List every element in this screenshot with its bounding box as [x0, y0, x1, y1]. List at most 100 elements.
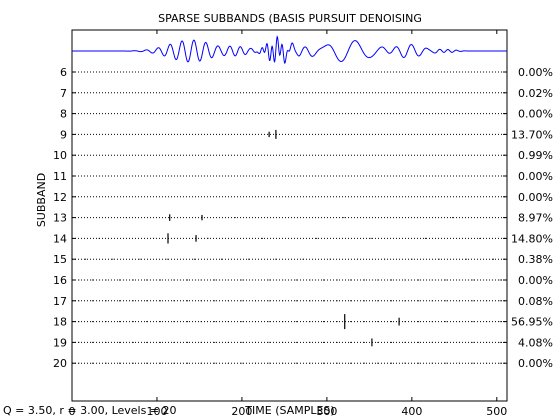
coefficient-dot [187, 300, 189, 302]
subband-tick-label: 8 [60, 108, 67, 121]
coefficient-dot [214, 341, 216, 343]
coefficient-marks [167, 129, 400, 347]
coefficient-dot [486, 300, 488, 302]
coefficient-dot [132, 341, 134, 343]
coefficient-dot [499, 300, 501, 302]
coefficient-dot [105, 279, 107, 281]
coefficient-dot [255, 321, 257, 323]
coefficient-dot [424, 237, 426, 239]
coefficient-dot [309, 362, 311, 364]
coefficient-dot [377, 362, 379, 364]
coefficient-dot [78, 362, 80, 364]
coefficient-dot [255, 341, 257, 343]
coefficient-dot [458, 321, 460, 323]
coefficient-dot [472, 300, 474, 302]
coefficient-dot [146, 321, 148, 323]
coefficient-dot [431, 300, 433, 302]
coefficient-dot [268, 362, 270, 364]
coefficient-dot [486, 362, 488, 364]
coefficient-dot [78, 341, 80, 343]
subband-percent-label: 56.95% [511, 316, 553, 329]
coefficient-dot [486, 341, 488, 343]
coefficient-dot [119, 279, 121, 281]
coefficient-dot [363, 279, 365, 281]
coefficient-dot [173, 321, 175, 323]
coefficient-dot [431, 321, 433, 323]
coefficient-dot [350, 321, 352, 323]
coefficient-dot [445, 321, 447, 323]
coefficient-dot [418, 321, 420, 323]
coefficient-dot [98, 237, 100, 239]
subband-percent-label: 0.00% [518, 357, 553, 370]
coefficient-dot [91, 362, 93, 364]
coefficient-dot [363, 341, 365, 343]
coefficient-dot [472, 341, 474, 343]
subband-percent-label: 0.00% [518, 191, 553, 204]
coefficient-dot [404, 300, 406, 302]
subband-percent-label: 0.02% [518, 87, 553, 100]
coefficient-dot [78, 300, 80, 302]
coefficient-dot [227, 321, 229, 323]
subband-rows [72, 71, 507, 364]
coefficient-dot [295, 321, 297, 323]
coefficient-dot [187, 341, 189, 343]
parameter-note: Q = 3.50, r = 3.00, Levels = 20 [3, 404, 177, 417]
subband-tick-label: 6 [60, 66, 67, 79]
coefficient-dot [214, 300, 216, 302]
subband-tick-label: 11 [53, 170, 67, 183]
coefficient-dot [377, 321, 379, 323]
coefficient-dot [91, 321, 93, 323]
coefficient-dot [377, 300, 379, 302]
coefficient-dot [255, 279, 257, 281]
coefficient-dot [377, 341, 379, 343]
coefficient-dot [227, 300, 229, 302]
coefficient-dot [268, 279, 270, 281]
subband-percent-label: 0.99% [518, 149, 553, 162]
subband-percent-label: 0.00% [518, 274, 553, 287]
coefficient-dot [343, 217, 345, 219]
x-tick-label: 500 [486, 405, 507, 418]
coefficient-dot [159, 279, 161, 281]
coefficient-dot [241, 279, 243, 281]
coefficient-dot [91, 279, 93, 281]
coefficient-dot [187, 279, 189, 281]
coefficient-dot [91, 300, 93, 302]
subband-percent-label: 4.08% [518, 336, 553, 349]
coefficient-dot [329, 258, 331, 260]
coefficient-dot [221, 258, 223, 260]
coefficient-dot [295, 300, 297, 302]
coefficient-dot [452, 217, 454, 219]
coefficient-dot [248, 258, 250, 260]
coefficient-dot [85, 258, 87, 260]
coefficient-dot [173, 341, 175, 343]
coefficient-dot [119, 321, 121, 323]
coefficient-dot [431, 362, 433, 364]
coefficient-dot [105, 341, 107, 343]
x-tick-label: 0 [69, 405, 76, 418]
coefficient-dot [377, 279, 379, 281]
coefficient-dot [282, 300, 284, 302]
subband-percent-label: 0.00% [518, 66, 553, 79]
coefficient-dot [207, 237, 209, 239]
coefficient-dot [309, 341, 311, 343]
coefficient-dot [295, 279, 297, 281]
coefficient-dot [390, 321, 392, 323]
subband-tick-label: 14 [53, 232, 67, 245]
subband-percent-label: 13.70% [511, 128, 553, 141]
coefficient-dot [316, 237, 318, 239]
coefficient-dot [282, 341, 284, 343]
coefficient-dot [91, 341, 93, 343]
coefficient-dot [227, 279, 229, 281]
coefficient-dot [275, 258, 277, 260]
coefficient-dot [445, 362, 447, 364]
coefficient-dot [438, 258, 440, 260]
coefficient-dot [173, 300, 175, 302]
subband-percent-label: 8.97% [518, 212, 553, 225]
subband-percent-label: 0.00% [518, 170, 553, 183]
coefficient-dot [336, 279, 338, 281]
coefficient-dot [193, 258, 195, 260]
coefficient-dot [390, 300, 392, 302]
coefficient-dot [322, 341, 324, 343]
coefficient-dot [370, 237, 372, 239]
coefficient-dot [268, 321, 270, 323]
